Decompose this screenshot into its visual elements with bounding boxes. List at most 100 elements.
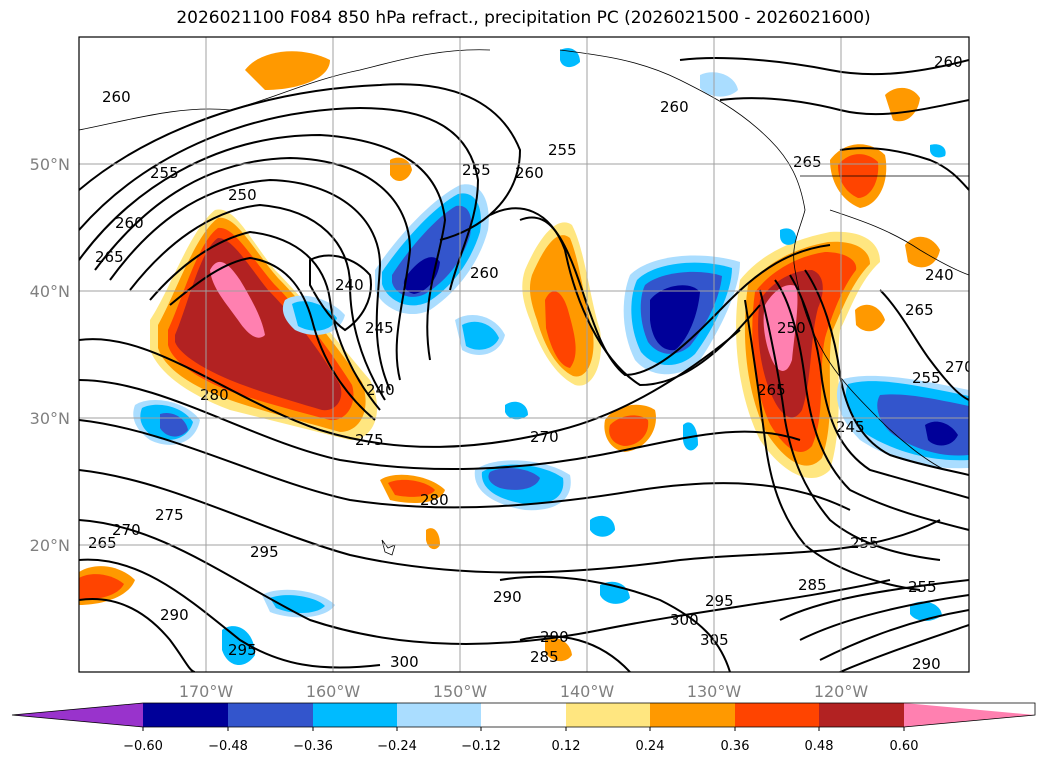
shade-negative (925, 421, 958, 446)
contour-label: 260 (660, 98, 689, 116)
shade-negative (270, 595, 325, 614)
contour-label: 300 (670, 611, 699, 629)
contour-line (79, 329, 741, 448)
latitude-labels: 50°N 40°N 30°N 20°N (30, 155, 70, 555)
shade-negative (160, 412, 188, 437)
contour-label: 300 (390, 653, 419, 671)
california-coastline (794, 269, 946, 471)
contour-label: 260 (115, 214, 144, 232)
shade-negative (590, 515, 615, 537)
contour-line (79, 558, 381, 669)
contour-label: 290 (493, 588, 522, 606)
contour-label: 260 (102, 88, 131, 106)
contour-label: 260 (470, 264, 499, 282)
lon-label: 160°W (306, 682, 361, 701)
contour-line (79, 598, 196, 672)
hawaii-islands (381, 539, 396, 556)
contour-line (79, 469, 941, 574)
precip-shading (79, 48, 969, 666)
contour-label: 285 (798, 576, 827, 594)
colorbar-segment (566, 703, 650, 727)
contour-line (79, 419, 851, 511)
lon-label: 140°W (560, 682, 615, 701)
colorbar-label: 0.36 (721, 739, 750, 754)
contour-line (129, 203, 386, 401)
shade-positive (388, 479, 435, 497)
contour-label: 250 (777, 319, 806, 337)
lon-label: 130°W (687, 682, 742, 701)
contour-label: 255 (908, 578, 937, 596)
colorbar-label: −0.12 (461, 739, 501, 754)
shade-negative (560, 48, 580, 68)
colorbar-segment (228, 703, 313, 727)
colorbar-label: 0.60 (890, 739, 919, 754)
contour-label: 295 (228, 641, 257, 659)
colorbar-segment (735, 703, 819, 727)
colorbar-segment (143, 703, 228, 727)
contour-line (79, 83, 522, 241)
colorbar-label: −0.48 (208, 739, 248, 754)
shade-negative (488, 468, 540, 490)
shade-positive (545, 638, 572, 662)
contour-label: 290 (160, 606, 189, 624)
contour-label: 290 (540, 628, 569, 646)
contour-label: 240 (335, 276, 364, 294)
shade-negative (910, 601, 942, 621)
contour-line (109, 178, 391, 391)
shade-positive (79, 574, 124, 600)
contour-line (799, 594, 969, 641)
shade-negative (292, 301, 337, 331)
contour-line (819, 609, 969, 661)
colorbar-segment (819, 703, 904, 727)
shade-positive (426, 528, 440, 550)
colorbar-label: −0.36 (293, 739, 333, 754)
contour-line (774, 279, 969, 531)
contour-label: 295 (705, 592, 734, 610)
contour-line (679, 57, 969, 76)
contour-line (79, 519, 891, 645)
colorbar-segment (313, 703, 397, 727)
map-panel: 260 255 260 265 250 240 245 240 280 275 … (78, 36, 970, 673)
shade-negative (930, 144, 946, 158)
aleutian-coastline (79, 49, 491, 131)
contour-line (744, 299, 921, 591)
colorbar-segment (650, 703, 735, 727)
colorbar-segment (397, 703, 481, 727)
shade-positive (609, 415, 649, 446)
contour-label: 280 (420, 491, 449, 509)
contour-label: 270 (530, 428, 559, 446)
colorbar-ticks (142, 727, 905, 731)
colorbar: −0.60 −0.48 −0.36 −0.24 −0.12 0.12 0.24 … (11, 702, 1036, 754)
contour-label: 265 (793, 153, 822, 171)
contour-label: 280 (200, 386, 229, 404)
contour-label: 255 (462, 161, 491, 179)
shade-positive (855, 304, 885, 332)
shade-negative (505, 401, 528, 420)
refractivity-contours (79, 57, 969, 672)
contour-label: 265 (88, 534, 117, 552)
contour-line (759, 289, 941, 561)
contour-line (309, 254, 372, 332)
contour-label: 255 (850, 534, 879, 552)
contour-label: 245 (836, 418, 865, 436)
graticule (79, 37, 969, 672)
colorbar-extend-max (904, 703, 1035, 727)
contour-line (719, 97, 969, 116)
contour-line (519, 635, 631, 672)
contour-label: 255 (150, 164, 179, 182)
shade-negative (403, 257, 440, 294)
colorbar-label: 0.12 (552, 739, 581, 754)
longitude-labels: 170°W 160°W 150°W 140°W 130°W 120°W (179, 682, 869, 701)
contour-label: 275 (155, 506, 184, 524)
shade-negative (650, 285, 700, 351)
contour-line (839, 147, 969, 191)
contour-label: 240 (366, 381, 395, 399)
contour-line (489, 207, 761, 387)
contour-label: 245 (365, 319, 394, 337)
shade-negative (462, 321, 499, 350)
contour-line (779, 579, 969, 621)
colorbar-label: 0.48 (805, 739, 834, 754)
contour-line (519, 216, 831, 377)
lat-label: 40°N (30, 282, 70, 301)
